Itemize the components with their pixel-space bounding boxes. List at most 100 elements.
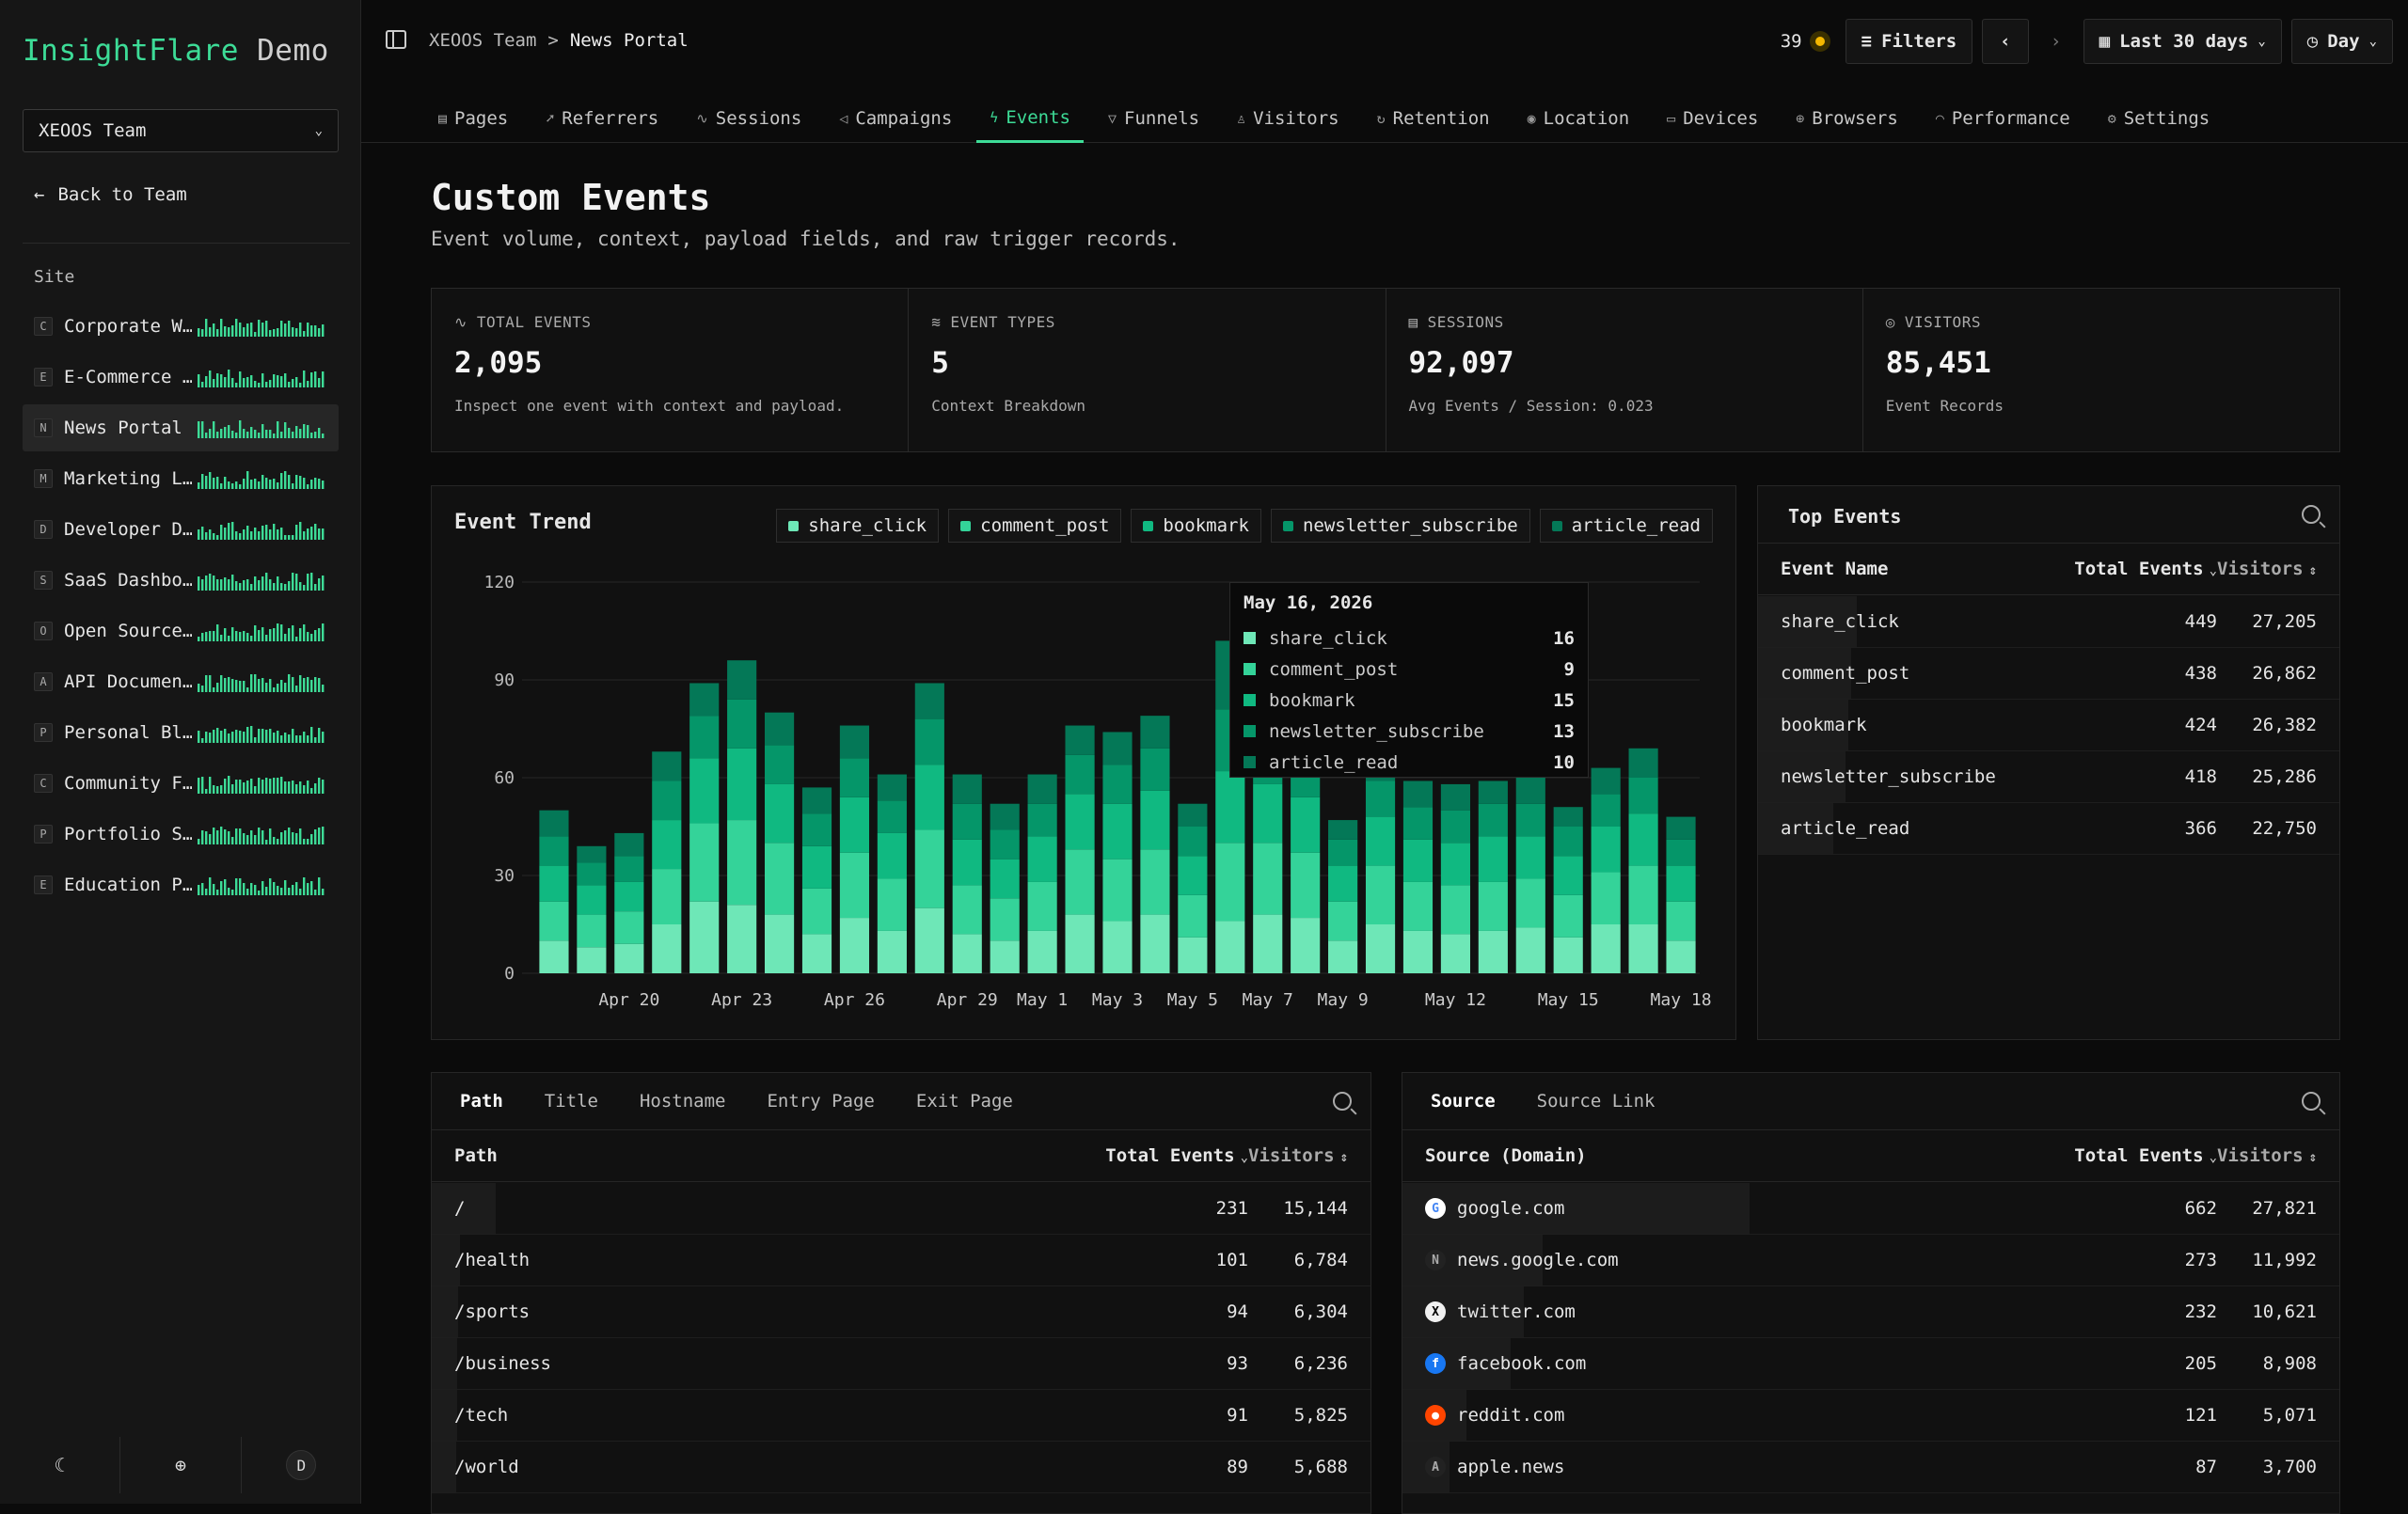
site-item[interactable]: S SaaS Dashbo… (23, 557, 339, 604)
col-total-events[interactable]: Total Events ⌄ (2067, 1145, 2217, 1166)
tab-performance[interactable]: ◠ Performance (1923, 94, 2083, 143)
table-row[interactable]: article_read 366 22,750 (1758, 803, 2339, 855)
col-visitors[interactable]: Visitors ⇕ (2217, 1145, 2339, 1166)
bar-stack[interactable] (1402, 781, 1434, 973)
theme-toggle-button[interactable]: ☾ (0, 1437, 121, 1493)
col-visitors[interactable]: Visitors ⇕ (1248, 1145, 1370, 1166)
bar-stack[interactable] (577, 845, 607, 973)
legend-item[interactable]: share_click (776, 509, 940, 543)
table-row[interactable]: /tech 91 5,825 (432, 1390, 1370, 1442)
bar-stack[interactable] (765, 712, 795, 973)
tab-location[interactable]: ◉ Location (1514, 94, 1643, 143)
table-row[interactable]: /health 101 6,784 (432, 1235, 1370, 1286)
bar-stack[interactable] (990, 803, 1020, 973)
breadcrumb-team[interactable]: XEOOS Team (429, 30, 537, 51)
date-range-select[interactable]: ▦ Last 30 days ⌄ (2083, 19, 2282, 64)
bar-stack[interactable] (1478, 781, 1508, 973)
bar-stack[interactable] (1102, 732, 1133, 973)
bar-stack[interactable] (1291, 732, 1321, 973)
col-source-domain[interactable]: Source (Domain) (1425, 1145, 1587, 1166)
brand-logo[interactable]: InsightFlare Demo (23, 34, 329, 68)
legend-item[interactable]: comment_post (948, 509, 1122, 543)
site-item[interactable]: D Developer D… (23, 506, 339, 553)
bar-stack[interactable] (1328, 820, 1358, 973)
bar-stack[interactable] (1178, 803, 1208, 973)
bar-stack[interactable] (952, 774, 982, 973)
site-item[interactable]: E E-Commerce … (23, 354, 339, 401)
table-row[interactable]: /sports 94 6,304 (432, 1286, 1370, 1338)
col-total-events[interactable]: Total Events ⌄ (1098, 1145, 1248, 1166)
bar-stack[interactable] (1065, 725, 1095, 973)
site-item[interactable]: A API Documen… (23, 658, 339, 705)
search-icon[interactable] (2302, 1092, 2321, 1111)
tab-browsers[interactable]: ⊕ Browsers (1782, 94, 1911, 143)
tab-referrers[interactable]: ➚ Referrers (532, 94, 672, 143)
bar-stack[interactable] (1591, 767, 1621, 973)
legend-item[interactable]: newsletter_subscribe (1270, 509, 1530, 543)
tab-retention[interactable]: ↻ Retention (1364, 94, 1503, 143)
account-button[interactable]: D (242, 1437, 361, 1493)
bar-stack[interactable] (877, 774, 907, 973)
subtab-source-link[interactable]: Source Link (1536, 1091, 1656, 1112)
site-item[interactable]: O Open Source… (23, 607, 339, 654)
table-row[interactable]: /world 89 5,688 (432, 1442, 1370, 1493)
team-select[interactable]: XEOOS Team ⌄ (23, 109, 339, 152)
back-to-team-link[interactable]: ← Back to Team (34, 184, 187, 205)
search-icon[interactable] (1333, 1092, 1352, 1111)
site-item[interactable]: C Community F… (23, 760, 339, 807)
bar-stack[interactable] (1666, 816, 1696, 973)
bar-stack[interactable] (1140, 716, 1170, 973)
prev-range-button[interactable]: ‹ (1982, 19, 2029, 64)
tab-devices[interactable]: ▭ Devices (1654, 94, 1771, 143)
bar-stack[interactable] (727, 660, 757, 973)
subtab-entry-page[interactable]: Entry Page (767, 1091, 875, 1112)
language-button[interactable]: ⊕ (120, 1437, 242, 1493)
subtab-path[interactable]: Path (460, 1091, 503, 1112)
event-trend-chart[interactable]: 0 30 60 90 120 Apr 20 Apr 23 Apr 26 Apr 29 May 1 M… (432, 486, 1737, 1041)
col-total-events[interactable]: Total Events ⌄ (2067, 559, 2217, 579)
subtab-title[interactable]: Title (544, 1091, 598, 1112)
tab-pages[interactable]: ▤ Pages (425, 94, 521, 143)
bar-stack[interactable] (914, 683, 944, 973)
legend-item[interactable]: bookmark (1131, 509, 1261, 543)
tab-campaigns[interactable]: ◁ Campaigns (826, 94, 965, 143)
sidebar-toggle-icon[interactable] (386, 30, 406, 49)
table-row[interactable]: /business 93 6,236 (432, 1338, 1370, 1390)
tab-visitors[interactable]: ♙ Visitors (1224, 94, 1353, 143)
tab-funnels[interactable]: ▽ Funnels (1095, 94, 1212, 143)
bar-stack[interactable] (839, 725, 870, 973)
tab-events[interactable]: ϟ Events (976, 94, 1084, 143)
col-event-name[interactable]: Event Name (1781, 559, 1889, 579)
bar-stack[interactable] (614, 832, 644, 973)
subtab-source[interactable]: Source (1431, 1091, 1496, 1112)
legend-item[interactable]: article_read (1539, 509, 1713, 543)
granularity-select[interactable]: ◷ Day ⌄ (2290, 19, 2393, 64)
site-item[interactable]: E Education P… (23, 861, 339, 908)
bar-stack[interactable] (801, 787, 832, 973)
subtab-exit-page[interactable]: Exit Page (915, 1091, 1013, 1112)
bar-stack[interactable] (1515, 778, 1545, 973)
bar-stack[interactable] (652, 751, 682, 973)
table-row[interactable]: ● reddit.com 121 5,071 (1402, 1390, 2339, 1442)
bar-stack[interactable] (1365, 754, 1396, 973)
tab-settings[interactable]: ⚙ Settings (2095, 94, 2224, 143)
bar-stack[interactable] (1553, 807, 1583, 973)
table-row[interactable]: share_click 449 27,205 (1758, 596, 2339, 648)
filters-button[interactable]: ≡ Filters (1845, 19, 1973, 64)
table-row[interactable]: f facebook.com 205 8,908 (1402, 1338, 2339, 1390)
subtab-hostname[interactable]: Hostname (639, 1091, 726, 1112)
site-item[interactable]: C Corporate W… (23, 303, 339, 350)
site-item[interactable]: M Marketing L… (23, 455, 339, 502)
bar-stack[interactable] (539, 810, 569, 973)
bar-stack[interactable] (1628, 748, 1658, 973)
bar-stack[interactable] (1027, 774, 1057, 973)
site-item[interactable]: P Portfolio S… (23, 811, 339, 858)
bar-stack[interactable] (689, 683, 720, 973)
table-row[interactable]: bookmark 424 26,382 (1758, 700, 2339, 751)
search-icon[interactable] (2302, 505, 2321, 524)
tab-sessions[interactable]: ∿ Sessions (683, 94, 815, 143)
col-path[interactable]: Path (454, 1145, 498, 1166)
